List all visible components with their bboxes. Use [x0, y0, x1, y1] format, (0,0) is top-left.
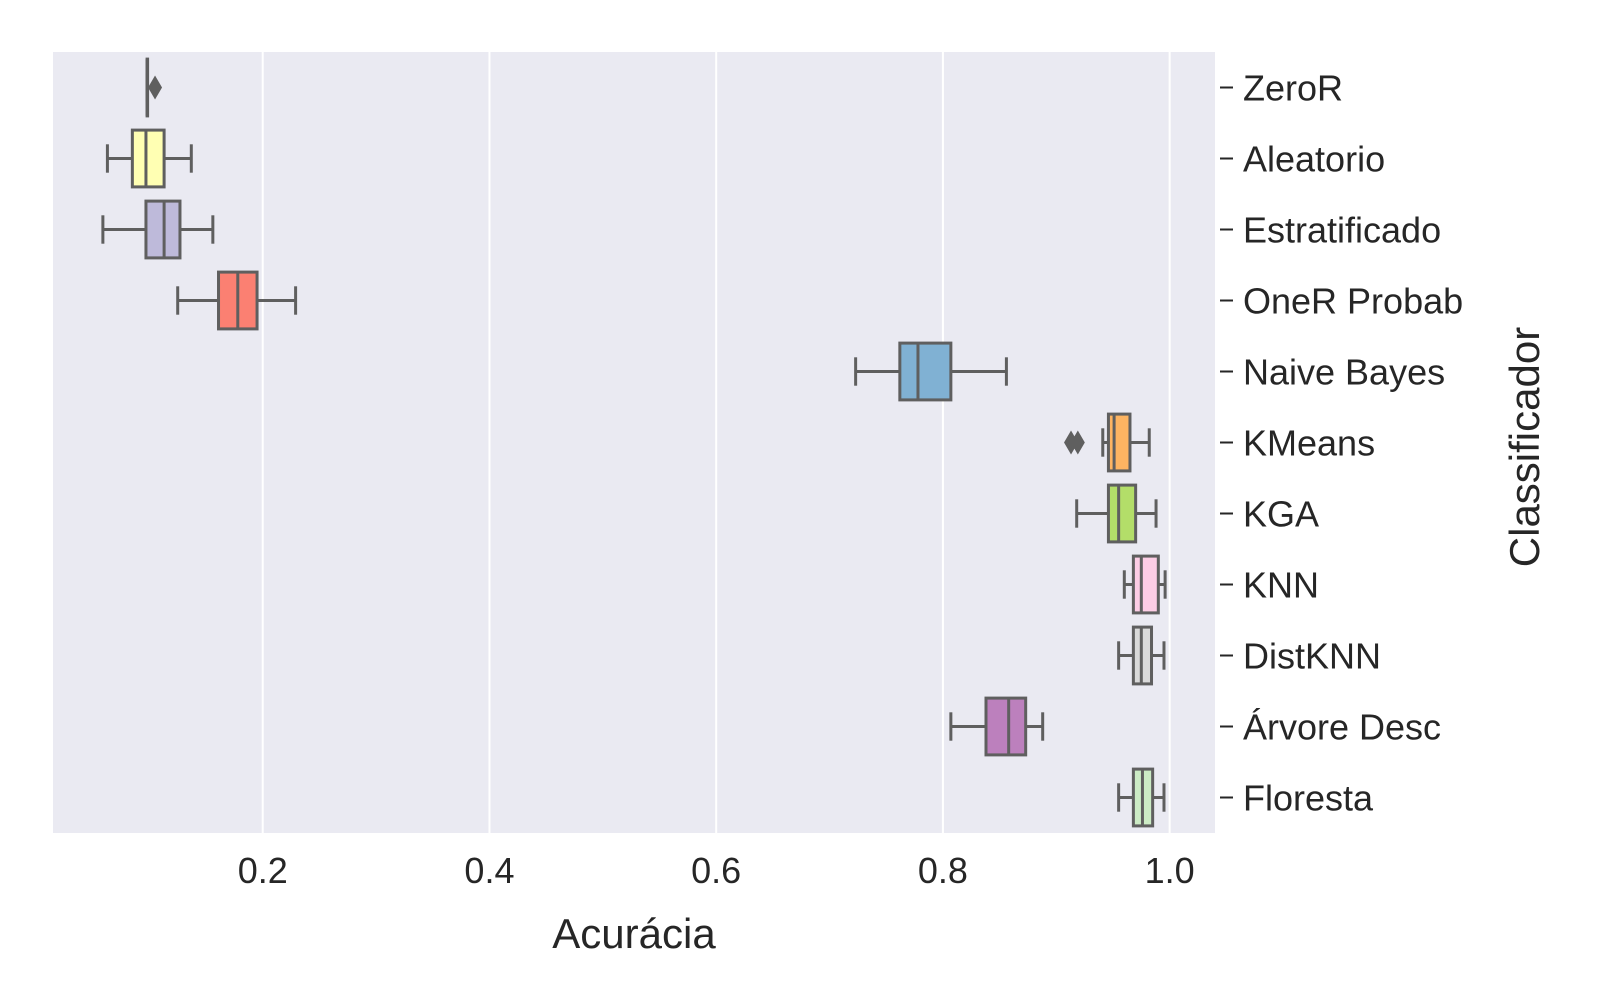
box-group [176, 270, 298, 331]
x-tick-label: 0.8 [918, 850, 968, 891]
y-tick-label: ZeroR [1243, 68, 1343, 109]
box-group [854, 341, 1008, 402]
box [1106, 483, 1138, 544]
plot-background [53, 52, 1215, 833]
box [1106, 412, 1132, 473]
outlier-marker [148, 75, 163, 100]
grid-lines [261, 52, 1171, 833]
y-axis-label: Classificador [1501, 327, 1548, 567]
y-tick-label: Naive Bayes [1243, 352, 1445, 393]
box-group [145, 57, 163, 118]
outlier-marker [1070, 430, 1085, 455]
y-tick-label: Estratificado [1243, 210, 1441, 251]
y-tick-label: DistKNN [1243, 636, 1381, 677]
x-tick-label: 0.4 [464, 850, 514, 891]
box-group [1117, 625, 1166, 686]
box-group [1064, 412, 1151, 473]
y-tick-label: Árvore Desc [1243, 707, 1441, 748]
y-axis: ZeroR Aleatorio Estratificado OneR Probab Na… [1220, 68, 1463, 819]
x-tick-label: 0.6 [691, 850, 741, 891]
y-tick-label: KGA [1243, 494, 1319, 535]
box [898, 341, 953, 402]
y-tick-label: KNN [1243, 565, 1319, 606]
box-group [1117, 767, 1166, 828]
box-group [1075, 483, 1158, 544]
x-tick-label: 0.2 [238, 850, 288, 891]
box-group [105, 128, 193, 189]
boxes-layer [101, 57, 1167, 828]
box [984, 696, 1028, 757]
y-tick-label: Floresta [1243, 778, 1374, 819]
x-axis: 0.2 0.4 0.6 0.8 1.0 [238, 850, 1195, 891]
box [130, 128, 166, 189]
box-group [1122, 554, 1167, 615]
x-tick-label: 1.0 [1145, 850, 1195, 891]
y-tick-label: OneR Probab [1243, 281, 1463, 322]
box-group [949, 696, 1045, 757]
box-group [101, 199, 215, 260]
box [1131, 554, 1160, 615]
x-axis-label: Acurácia [552, 910, 716, 957]
y-tick-label: Aleatorio [1243, 139, 1385, 180]
y-tick-label: KMeans [1243, 423, 1375, 464]
